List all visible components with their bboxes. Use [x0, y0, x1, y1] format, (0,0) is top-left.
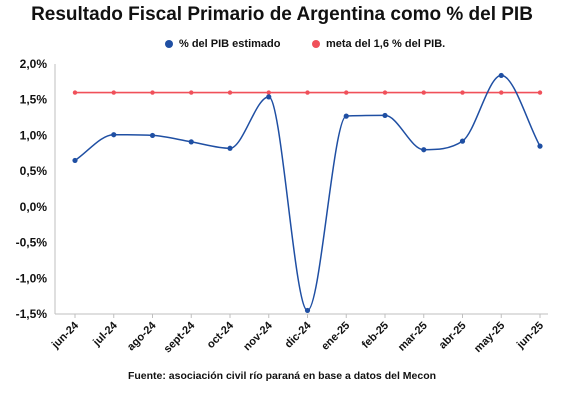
- x-axis-ticks: jun-24 jul-24 ago-24 sept-24 oct-24 nov-24 dic…: [49, 314, 546, 355]
- legend-item-estimated: % del PIB estimado: [165, 38, 280, 50]
- x-tick-label: mar-25: [396, 320, 430, 354]
- y-tick-label: 1,0%: [20, 128, 48, 142]
- estimated-series-point: [537, 143, 543, 149]
- target-series-point: [305, 90, 310, 95]
- legend-item-target: meta del 1,6 % del PIB.: [312, 38, 445, 50]
- series-layer: [72, 72, 543, 314]
- x-tick-label: nov-24: [241, 319, 275, 353]
- x-tick-label: dic-24: [283, 319, 315, 351]
- target-series-point: [266, 90, 271, 95]
- estimated-series-point: [149, 132, 156, 139]
- y-tick-label: 1,5%: [20, 93, 48, 107]
- estimated-series-point: [304, 307, 311, 314]
- target-series-point: [460, 90, 465, 95]
- x-tick-label: sept-24: [162, 319, 198, 355]
- x-tick-label: feb-25: [360, 320, 391, 351]
- y-tick-label: -0,5%: [16, 236, 48, 250]
- legend-marker-estimated: [165, 40, 173, 48]
- x-tick-label: jul-24: [90, 319, 120, 349]
- y-tick-label: 0,0%: [20, 200, 48, 214]
- target-series-point: [72, 90, 78, 95]
- x-tick-label: may-25: [472, 320, 507, 355]
- estimated-series-point: [188, 139, 194, 145]
- legend: % del PIB estimado meta del 1,6 % del PI…: [0, 38, 564, 54]
- x-tick-label: jun-24: [49, 319, 82, 352]
- chart-title: Resultado Fiscal Primario de Argentina c…: [31, 4, 533, 25]
- estimated-series-point: [382, 112, 388, 119]
- estimated-series-point: [227, 145, 233, 151]
- legend-marker-target: [312, 40, 320, 48]
- x-tick-label: ago-24: [125, 319, 159, 353]
- x-tick-label: jun-25: [514, 320, 546, 352]
- y-tick-label: -1,5%: [16, 307, 48, 321]
- legend-label-target: meta del 1,6 % del PIB.: [326, 38, 446, 50]
- target-series-point: [382, 90, 388, 95]
- target-series-point: [537, 90, 543, 95]
- target-series-point: [227, 90, 233, 95]
- estimated-series-point: [421, 147, 427, 153]
- y-tick-label: 2,0%: [20, 57, 48, 71]
- estimated-series-line: [74, 74, 541, 312]
- estimated-series-point: [498, 72, 504, 79]
- x-tick-label: ene-25: [319, 320, 352, 353]
- estimated-series-point: [343, 113, 349, 119]
- estimated-series-point: [72, 157, 78, 164]
- legend-label-estimated: % del PIB estimado: [179, 38, 281, 50]
- target-series-point: [344, 90, 349, 95]
- y-axis-ticks: -1,5% -1,0% -0,5% 0,0% 0,5% 1,0% 1,5% 2,0%: [16, 57, 48, 321]
- source-footnote: Fuente: asociación civil río paraná en b…: [127, 370, 437, 382]
- x-tick-label: oct-24: [205, 319, 237, 351]
- estimated-series-point: [266, 94, 272, 100]
- y-tick-label: -1,0%: [16, 271, 48, 285]
- target-series-point: [111, 90, 116, 95]
- target-series-point: [499, 90, 504, 95]
- estimated-series-point: [459, 138, 466, 144]
- estimated-series-point: [111, 132, 117, 138]
- target-series-point: [189, 90, 194, 95]
- target-series-point: [421, 90, 426, 95]
- y-tick-label: 0,5%: [20, 164, 48, 178]
- axes: [54, 64, 548, 315]
- x-tick-label: abr-25: [437, 320, 469, 352]
- target-series-point: [150, 90, 155, 95]
